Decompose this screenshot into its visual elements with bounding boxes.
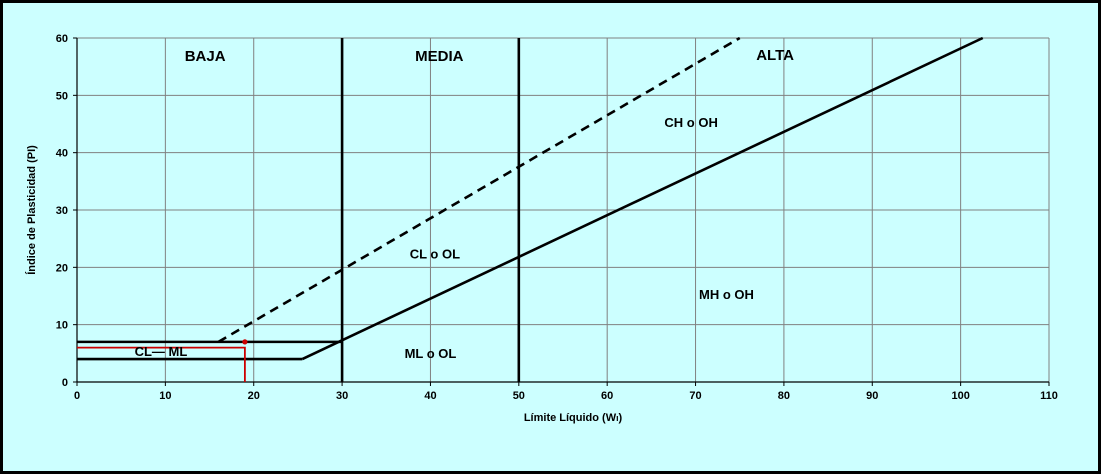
region-label-2: MH o OH <box>699 287 754 302</box>
zone-label-0: BAJA <box>185 48 226 65</box>
x-tick-label-3: 30 <box>336 390 348 402</box>
region-label-0: CH o OH <box>664 115 717 130</box>
region-label-4: CL— ML <box>135 344 188 359</box>
x-tick-label-2: 20 <box>248 390 260 402</box>
series-line-0 <box>301 36 984 361</box>
y-tick-label-3: 30 <box>56 205 68 217</box>
x-tick-label-5: 50 <box>513 390 525 402</box>
plasticity-chart: 0 10 20 30 40 50 60 70 80 90 100 110 0 10 20 30 40 50 60 BA… <box>25 33 1058 424</box>
marker-guide-line <box>77 346 246 382</box>
x-tick-label-4: 40 <box>424 390 436 402</box>
zone-label-1: MEDIA <box>415 48 464 65</box>
y-tick-label-5: 50 <box>56 90 68 102</box>
zone-label-2: ALTA <box>756 47 794 64</box>
x-tick-label-10: 100 <box>951 390 969 402</box>
y-tick-label-1: 10 <box>56 320 68 332</box>
y-axis-label: Índice de Plasticidad (PI) <box>25 145 38 275</box>
x-tick-label-8: 80 <box>778 390 790 402</box>
region-label-3: ML o OL <box>405 346 457 361</box>
x-tick-label-11: 110 <box>1040 390 1058 402</box>
x-tick-label-1: 10 <box>159 390 171 402</box>
x-tick-label-7: 70 <box>689 390 701 402</box>
x-tick-label-0: 0 <box>74 390 80 402</box>
y-tick-label-4: 40 <box>56 148 68 160</box>
x-tick-label-6: 60 <box>601 390 613 402</box>
y-tick-label-0: 0 <box>62 377 68 389</box>
y-tick-label-6: 60 <box>56 33 68 45</box>
x-tick-label-9: 90 <box>866 390 878 402</box>
x-axis-label: Límite Líquido (Wₗ) <box>524 412 623 424</box>
marker-point <box>242 339 248 345</box>
series-line-1 <box>217 36 741 343</box>
region-label-1: CL o OL <box>410 247 460 262</box>
y-tick-label-2: 20 <box>56 262 68 274</box>
